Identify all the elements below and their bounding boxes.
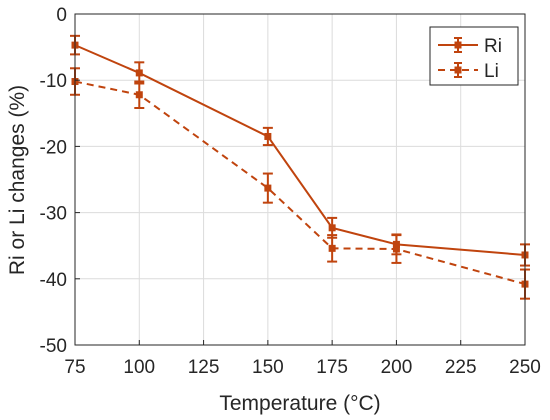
legend: Ri Li (429, 26, 519, 86)
series-line-ri (74, 44, 526, 256)
data-point-ri (264, 132, 272, 140)
legend-marker-li (454, 66, 462, 74)
y-tick-label: -10 (40, 71, 67, 92)
x-tick-label: 150 (252, 357, 284, 378)
y-tick-label: -20 (40, 137, 67, 158)
legend-box (429, 26, 519, 86)
legend-label-li: Li (484, 61, 499, 82)
y-tick-label: -50 (40, 336, 67, 357)
y-tick-label: -40 (40, 270, 67, 291)
y-tick-label: -30 (40, 204, 67, 225)
x-axis-title: Temperature (°C) (219, 392, 380, 415)
x-tick-label: 225 (445, 357, 477, 378)
data-point-li (392, 245, 400, 253)
x-tick-label: 100 (123, 357, 155, 378)
series-line-li (74, 80, 526, 286)
x-tick-label: 175 (316, 357, 348, 378)
data-point-li (328, 244, 336, 252)
y-axis-title: Ri or Li changes (%) (6, 85, 29, 275)
x-tick-label: 250 (509, 357, 541, 378)
data-point-ri (328, 224, 336, 232)
data-point-li (135, 91, 143, 99)
x-tick-label: 75 (64, 357, 85, 378)
tick-labels: 75 100 125 150 175 200 225 250 0 -10 -20 -30 -40 -50 (40, 5, 541, 378)
plot-frame (74, 13, 526, 346)
x-tick-label: 125 (188, 357, 220, 378)
y-tick-label: 0 (56, 5, 67, 26)
x-tick-label: 200 (381, 357, 413, 378)
legend-marker-ri (454, 41, 462, 49)
data-point-ri (135, 69, 143, 77)
legend-label-ri: Ri (484, 36, 502, 57)
data-point-li (264, 184, 272, 192)
